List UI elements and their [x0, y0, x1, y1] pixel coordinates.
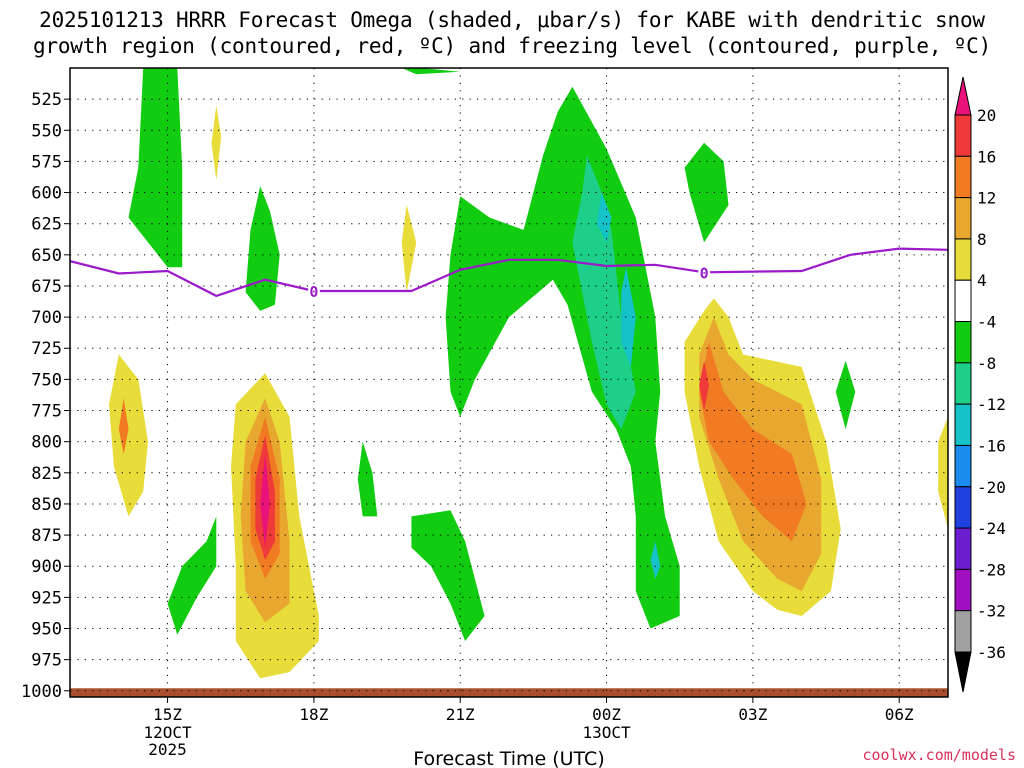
y-tick-label: 625: [31, 215, 62, 235]
colorbar-swatch: [954, 279, 972, 323]
colorbar-bottom-triangle: [954, 651, 972, 693]
colorbar-label: 12: [977, 189, 996, 208]
omega-region-green-lower-16z: [167, 516, 217, 635]
colorbar-label: -4: [977, 313, 996, 332]
freezing-level-label-bg: [307, 283, 320, 300]
omega-region-green-mid-17z: [245, 186, 280, 311]
x-tick-sublabel: 12OCT: [143, 723, 192, 742]
x-tick-label: 21Z: [446, 705, 475, 724]
colorbar-swatch: [954, 403, 972, 446]
omega-region-cyan-900: [650, 541, 661, 579]
omega-region-yellow-20z-thin: [401, 205, 417, 293]
y-tick-label: 675: [31, 277, 62, 297]
colorbar-swatch: [954, 362, 972, 405]
colorbar-swatch: [954, 321, 972, 364]
omega-region-orange-3z: [699, 342, 807, 542]
colorbar-label: 20: [977, 106, 996, 125]
y-tick-label: 875: [31, 526, 62, 546]
y-tick-label: 550: [31, 121, 62, 141]
y-tick-label: 925: [31, 588, 62, 608]
omega-region-green-lower-19z: [357, 441, 378, 517]
y-tick-label: 900: [31, 557, 62, 577]
colorbar-label: -12: [977, 395, 1006, 414]
y-tick-label: 575: [31, 152, 62, 172]
colorbar-swatch: [954, 238, 972, 281]
y-tick-label: 825: [31, 464, 62, 484]
omega-region-green-upper-15z: [128, 68, 183, 268]
colorbar-label: -20: [977, 478, 1006, 497]
colorbar-label: -28: [977, 560, 1006, 579]
colorbar-label: -24: [977, 519, 1006, 538]
y-tick-label: 600: [31, 184, 62, 204]
y-tick-label: 850: [31, 495, 62, 515]
x-tick-label: 06Z: [885, 705, 914, 724]
chart-title-line-2: growth region (contoured, red, ºC) and f…: [32, 34, 992, 58]
omega-region-green-upper-21z: [401, 68, 461, 75]
colorbar-label: -32: [977, 602, 1006, 621]
omega-region-yellow-14z: [109, 354, 148, 517]
colorbar: [954, 76, 972, 693]
x-tick-label: 15Z: [153, 705, 182, 724]
x-tick-label: 18Z: [299, 705, 328, 724]
plot-area: [70, 68, 948, 697]
colorbar-swatch: [954, 527, 972, 570]
colorbar-label: -36: [977, 643, 1006, 662]
y-tick-label: 950: [31, 619, 62, 639]
y-tick-label: 750: [31, 370, 62, 390]
freezing-level-label-bg: [698, 265, 711, 282]
omega-region-cyan-center-upper: [596, 192, 612, 243]
omega-region-green-5z: [835, 360, 856, 430]
colorbar-label: -16: [977, 436, 1006, 455]
omega-region-magenta-17z: [260, 454, 270, 548]
freezing-level-label: 0: [309, 283, 318, 301]
colorbar-label: 8: [977, 230, 987, 249]
freezing-level-label: 0: [700, 264, 709, 282]
colorbar-swatch: [954, 610, 972, 653]
y-tick-label: 725: [31, 339, 62, 359]
y-tick-label: 525: [31, 90, 62, 110]
colorbar-label: -8: [977, 354, 996, 373]
colorbar-swatch: [954, 486, 972, 529]
y-tick-label: 975: [31, 651, 62, 671]
colorbar-swatch: [954, 114, 972, 157]
freezing-level-line: [70, 247, 948, 298]
plot-frame: [69, 67, 949, 698]
colorbar-top-triangle: [954, 76, 972, 116]
omega-region-red-2z: [699, 360, 709, 411]
x-tick-sublabel: 2025: [148, 740, 187, 759]
x-tick-sublabel: 13OCT: [582, 723, 631, 742]
y-tick-label: 700: [31, 308, 62, 328]
y-tick-label: 775: [31, 402, 62, 422]
omega-region-yellow-7z: [938, 416, 948, 529]
y-tick-label: 1000: [21, 682, 62, 702]
chart-title-line-1: 2025101213 HRRR Forecast Omega (shaded, …: [39, 8, 985, 32]
colorbar-label: 4: [977, 271, 987, 290]
ground-strip: [70, 688, 948, 697]
omega-region-cyan-center-lower: [621, 267, 636, 367]
colorbar-swatch: [954, 568, 972, 612]
colorbar-swatch: [954, 444, 972, 488]
omega-region-orange-14z: [118, 398, 129, 455]
x-axis-label: Forecast Time (UTC): [413, 748, 604, 768]
x-tick-label: 03Z: [738, 705, 767, 724]
y-tick-label: 650: [31, 246, 62, 266]
source-credit[interactable]: coolwx.com/models: [862, 746, 1016, 764]
omega-region-green-lower-21z: [411, 510, 485, 641]
colorbar-label: 16: [977, 147, 996, 166]
y-tick-label: 800: [31, 433, 62, 453]
x-tick-label: 00Z: [592, 705, 621, 724]
colorbar-swatch: [954, 197, 972, 240]
omega-region-green-center: [445, 86, 680, 629]
omega-region-yellow-16z-thin: [211, 105, 222, 181]
colorbar-swatch: [954, 155, 972, 199]
